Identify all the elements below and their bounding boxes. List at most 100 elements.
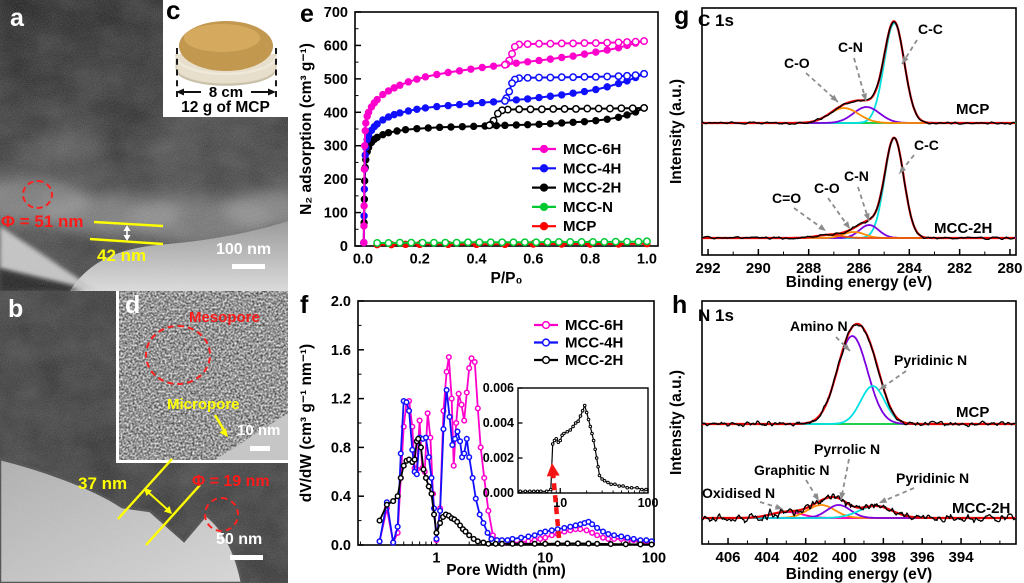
micropore-label: Micropore [167, 396, 240, 413]
svg-text:0.0: 0.0 [353, 252, 373, 268]
svg-text:Binding energy (eV): Binding energy (eV) [786, 274, 932, 291]
svg-text:MCP: MCP [563, 218, 596, 235]
svg-text:MCC-4H: MCC-4H [565, 335, 623, 352]
svg-text:0: 0 [340, 239, 348, 255]
svg-text:100: 100 [324, 206, 348, 222]
svg-text:N 1s: N 1s [698, 306, 734, 325]
panel-label-h: h [672, 291, 688, 319]
svg-text:C-C: C-C [914, 137, 939, 153]
svg-text:0.6: 0.6 [523, 252, 543, 268]
svg-text:284: 284 [897, 260, 923, 277]
petri-dish-photo [174, 21, 278, 86]
panel-d-hrtem-image: d Mesopore Micropore 10 nm [116, 291, 288, 463]
svg-text:1.6: 1.6 [331, 343, 351, 359]
svg-text:280: 280 [997, 260, 1022, 277]
svg-text:394: 394 [949, 549, 975, 566]
measurement-lines-a [89, 220, 164, 246]
svg-text:288: 288 [796, 260, 821, 277]
svg-text:0.0: 0.0 [331, 538, 351, 554]
svg-text:406: 406 [716, 549, 741, 566]
svg-text:200: 200 [324, 172, 348, 188]
particle-circle-a [22, 180, 53, 209]
svg-text:C 1s: C 1s [698, 11, 734, 30]
panel-c-powder-photo: c 8 cm 12 g of MCP [163, 0, 288, 117]
svg-text:dV/dW (cm³ g⁻¹ nm⁻¹): dV/dW (cm³ g⁻¹ nm⁻¹) [298, 344, 315, 502]
panel-label-d: d [125, 291, 141, 319]
hrtem-texture-d [119, 291, 288, 460]
panel-label-g: g [674, 2, 690, 30]
svg-text:100: 100 [638, 496, 659, 510]
pore-size-distribution-chart: 1 10 100 0.0 0.4 0.8 1.2 1.6 2.0 Pore Width (nm) d… [298, 294, 666, 579]
powder-mass-label: 12 g of MCP [181, 99, 270, 116]
svg-text:P/P₀: P/P₀ [491, 270, 523, 287]
panel-h-n1s-xps-chart: 406 404 402 400 398 396 394 Binding energy (eV)… [668, 291, 1024, 583]
svg-text:MCC-6H: MCC-6H [563, 141, 621, 158]
svg-text:404: 404 [754, 549, 780, 566]
svg-text:Binding energy (eV): Binding energy (eV) [786, 566, 932, 583]
svg-text:C=O: C=O [772, 190, 801, 206]
svg-text:C-N: C-N [838, 39, 863, 55]
svg-text:MCC-4H: MCC-4H [563, 160, 621, 177]
svg-text:0.000: 0.000 [483, 486, 514, 500]
svg-text:MCC-2H: MCC-2H [563, 180, 621, 197]
svg-text:402: 402 [793, 549, 818, 566]
svg-text:Pyridinic N: Pyridinic N [896, 470, 969, 486]
svg-text:282: 282 [947, 260, 972, 277]
svg-text:Oxidised N: Oxidised N [702, 485, 775, 501]
svg-text:2.0: 2.0 [331, 294, 351, 310]
svg-text:500: 500 [324, 72, 348, 88]
svg-text:MCC-2H: MCC-2H [952, 500, 1010, 517]
svg-text:C-O: C-O [814, 180, 840, 196]
thickness-annotation-b: 37 nm [78, 474, 128, 493]
micropore-arrow [213, 414, 228, 437]
dashed-measure-line-left [176, 48, 178, 97]
svg-text:MCC-2H: MCC-2H [565, 352, 623, 369]
svg-text:N₂ adsorption (cm³ g⁻¹): N₂ adsorption (cm³ g⁻¹) [298, 43, 315, 215]
svg-text:C-O: C-O [784, 55, 810, 71]
pore-circle-b [204, 497, 239, 532]
svg-text:292: 292 [696, 260, 721, 277]
svg-text:1.0: 1.0 [637, 252, 657, 268]
svg-text:Intensity (a.u.): Intensity (a.u.) [668, 370, 685, 475]
width-arrows [176, 88, 276, 96]
svg-text:0.8: 0.8 [580, 252, 600, 268]
svg-text:0.4: 0.4 [331, 489, 351, 505]
svg-text:0.2: 0.2 [410, 252, 430, 268]
panel-label-b: b [8, 295, 24, 323]
svg-text:0.8: 0.8 [331, 440, 351, 456]
svg-text:Pyrrolic N: Pyrrolic N [814, 441, 880, 457]
c1s-xps-chart: 292 290 288 286 284 282 280 Binding energy (eV)… [668, 7, 1022, 291]
svg-text:Pore Width (nm): Pore Width (nm) [446, 562, 566, 579]
svg-text:C-N: C-N [844, 168, 869, 184]
svg-text:400: 400 [324, 105, 348, 121]
panel-g-c1s-xps-chart: 292 290 288 286 284 282 280 Binding energy (eV)… [668, 0, 1024, 291]
scalebar-label-a: 100 nm [216, 241, 272, 258]
svg-text:398: 398 [871, 549, 896, 566]
panel-label-a: a [10, 4, 24, 32]
svg-text:400: 400 [832, 549, 857, 566]
diameter-annotation-a: Φ = 51 nm [1, 212, 84, 231]
panel-f-psd-chart: 1 10 100 0.0 0.4 0.8 1.2 1.6 2.0 Pore Width (nm) d… [296, 291, 668, 583]
thickness-annotation-a: 42 nm [97, 246, 147, 265]
scalebar-label-b: 50 nm [216, 531, 263, 548]
svg-text:300: 300 [324, 139, 348, 155]
panel-label-f: f [300, 291, 309, 319]
svg-text:C-C: C-C [918, 21, 943, 37]
svg-text:MCP: MCP [956, 101, 989, 118]
svg-text:Graphitic N: Graphitic N [754, 462, 829, 478]
svg-text:1.2: 1.2 [331, 392, 351, 408]
svg-text:1: 1 [432, 551, 440, 567]
panel-label-e: e [300, 0, 314, 28]
n1s-xps-chart: 406 404 402 400 398 396 394 Binding energy (eV)… [668, 300, 1017, 583]
svg-text:0.4: 0.4 [466, 252, 486, 268]
svg-text:396: 396 [910, 549, 935, 566]
svg-text:0.004: 0.004 [483, 416, 514, 430]
mesopore-label: Mesopore [189, 309, 260, 326]
mesopore-circle [145, 325, 211, 385]
svg-text:286: 286 [846, 260, 871, 277]
svg-text:700: 700 [324, 5, 348, 21]
svg-text:MCC-N: MCC-N [563, 199, 613, 216]
dish-width-label: 8 cm [208, 84, 244, 101]
svg-text:Amino N: Amino N [790, 318, 848, 334]
